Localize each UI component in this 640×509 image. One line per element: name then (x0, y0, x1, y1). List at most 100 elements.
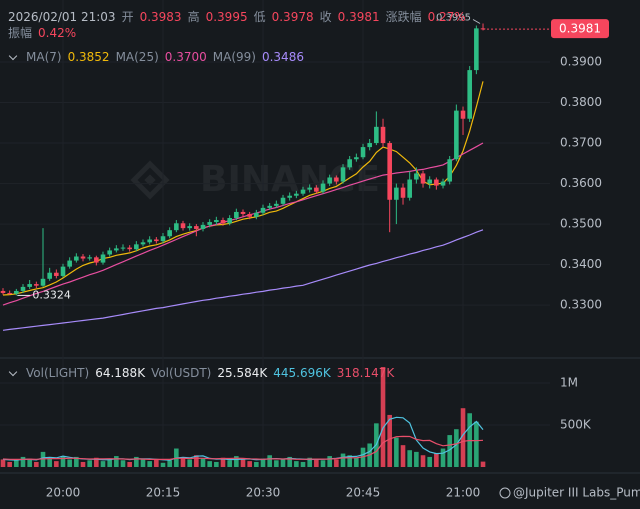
candle-body (7, 292, 12, 294)
ma-value: 0.3700 (164, 50, 207, 64)
ma-line (2, 142, 484, 306)
candle-body (147, 239, 152, 243)
volume-bar (274, 460, 279, 467)
candle-body (0, 290, 6, 293)
candle-body (354, 157, 359, 160)
y-tick-label: 0.3600 (560, 176, 602, 190)
candle-body (474, 28, 479, 71)
volume-bar (327, 456, 332, 467)
candle-body (200, 224, 206, 229)
volume-bar (34, 461, 39, 467)
candle-body (334, 177, 339, 182)
volume-bar (340, 453, 346, 467)
volume-bar (160, 462, 166, 467)
volume-bar (100, 461, 106, 467)
candle-body (87, 257, 92, 259)
volume-bar (407, 450, 412, 467)
high-marker-line (472, 19, 481, 24)
volume-bar (454, 429, 459, 467)
candle-body (434, 179, 439, 186)
volume-bar (194, 455, 199, 467)
header-value: 0.3978 (271, 9, 314, 24)
candle-body (220, 220, 226, 224)
volume-bar (287, 456, 292, 467)
volume-bar (420, 455, 426, 467)
candle-body (240, 211, 246, 214)
header-value: 0.3981 (337, 9, 380, 24)
candle-body (140, 242, 146, 245)
last-price-tag (551, 19, 609, 39)
candle-body (307, 187, 312, 190)
header-label: 高 (187, 10, 200, 24)
volume-bar (107, 458, 112, 467)
volume-bar (300, 461, 306, 467)
candle-body (394, 187, 399, 200)
candle-body (60, 266, 66, 276)
volume-bar (320, 460, 326, 467)
candle-body (400, 187, 406, 198)
ma-legend[interactable]: MA(7) 0.3852 MA(25) 0.3700 MA(99) 0.3486 (8, 50, 304, 64)
volume-bar (187, 459, 192, 467)
volume-bar (114, 456, 119, 467)
candle-body (387, 143, 392, 200)
volume-bar (167, 460, 172, 467)
candle-body (74, 256, 79, 261)
candle-body (134, 244, 139, 250)
candle-body (227, 218, 232, 224)
volume-bar (180, 457, 186, 467)
credit-icon (499, 487, 511, 499)
volume-bar (280, 459, 286, 467)
candle-body (54, 272, 59, 276)
candle-body (47, 272, 52, 279)
volume-bar (434, 453, 439, 467)
volume-tick-label: 1M (560, 376, 578, 390)
volume-bar (154, 459, 159, 467)
volume-bar (207, 461, 212, 467)
high-marker: 0.3995 (436, 13, 471, 24)
volume-bar (140, 458, 146, 467)
volume-bar (87, 460, 92, 467)
candle-body (27, 284, 32, 287)
volume-legend[interactable]: Vol(LIGHT) 64.188K Vol(USDT) 25.584K 445.696… (8, 366, 394, 380)
ma-value: 0.3486 (261, 50, 304, 64)
volume-bar (227, 460, 232, 467)
candle-body (107, 250, 112, 255)
ma-name: MA(99) (212, 50, 256, 64)
volume-bar (254, 461, 259, 467)
candle-body (247, 213, 252, 217)
volume-name: Vol(LIGHT) (26, 366, 90, 380)
x-tick-label: 20:00 (46, 486, 81, 500)
y-tick-label: 0.3800 (560, 95, 602, 109)
volume-bar (200, 458, 206, 467)
collapse-icon[interactable] (8, 367, 18, 376)
header-label: 低 (253, 10, 266, 24)
candle-body (340, 167, 346, 182)
collapse-icon[interactable] (8, 51, 18, 60)
header-value: 0.27% (427, 9, 466, 24)
volume-bar (334, 459, 339, 467)
volume-bar (474, 421, 479, 467)
candle-body (300, 189, 306, 194)
candle-body (407, 179, 412, 198)
volume-tick-label: 500K (560, 418, 592, 432)
volume-bar (54, 461, 59, 467)
candle-body (360, 147, 366, 158)
y-tick-label: 0.3900 (560, 54, 602, 68)
candle-body (114, 248, 119, 251)
x-tick-label: 20:30 (246, 486, 281, 500)
volume-bar (440, 448, 446, 467)
candle-body (380, 126, 386, 144)
y-tick-label: 0.3500 (560, 217, 602, 231)
amplitude-value: 0.42% (38, 25, 77, 40)
volume-bar (480, 461, 486, 467)
ma-line (2, 229, 484, 331)
header-value: 0.3995 (205, 9, 248, 24)
y-tick-label: 0.3400 (560, 257, 602, 271)
candle-body (234, 211, 239, 219)
volume-bar (314, 458, 319, 467)
candle-body (460, 110, 466, 119)
volume-bar (120, 460, 126, 467)
candle-body (167, 230, 172, 237)
